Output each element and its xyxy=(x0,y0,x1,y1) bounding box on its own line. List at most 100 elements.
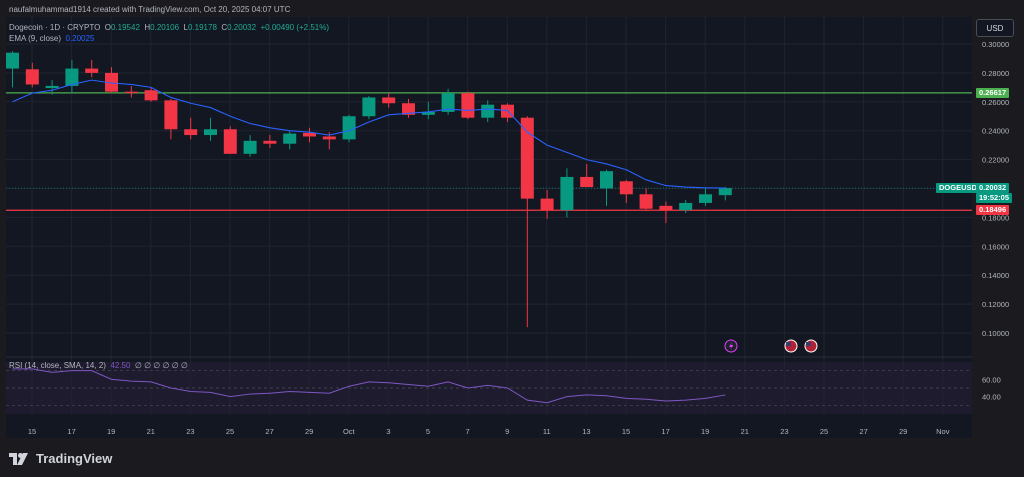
change-value: +0.00490 (+2.51%) xyxy=(260,23,330,32)
close-value: 0.20032 xyxy=(227,23,257,32)
time-tick-label: 19 xyxy=(701,427,709,436)
candle-body-up xyxy=(600,171,613,189)
time-tick-label: 27 xyxy=(859,427,867,436)
tradingview-logo-text: TradingView xyxy=(36,451,113,466)
ema-label: EMA (9, close) xyxy=(9,34,62,43)
candle-body-up xyxy=(699,194,712,203)
time-tick-label: 5 xyxy=(426,427,430,436)
close-label: C xyxy=(221,23,228,32)
rsi-tick-label: 60.00 xyxy=(982,375,1001,384)
countdown-tag: 19:52:05 xyxy=(976,193,1013,203)
candle-body-down xyxy=(639,194,653,209)
low-label: L xyxy=(183,23,188,32)
time-tick-label: 25 xyxy=(226,427,234,436)
us-flag-canton-icon xyxy=(786,342,791,346)
candle-body-down xyxy=(105,72,118,92)
time-tick-label: 3 xyxy=(386,427,390,436)
candle-body-down xyxy=(144,90,158,101)
high-value: 0.20106 xyxy=(150,23,180,32)
high-label: H xyxy=(144,23,151,32)
time-tick-label: Nov xyxy=(936,427,950,436)
credit-line: naufalmuhammad1914 created with TradingV… xyxy=(9,5,291,14)
candle-body-up xyxy=(283,133,297,144)
time-tick-label: 21 xyxy=(741,427,749,436)
candle-body-down xyxy=(322,136,336,140)
candle-body-down xyxy=(164,100,178,130)
symbol-line: Dogecoin · 1D · CRYPTO xyxy=(9,23,101,32)
price-tick-label: 0.14000 xyxy=(982,271,1009,280)
ema-line xyxy=(12,79,726,189)
ema-polyline xyxy=(12,79,726,189)
candle-body-down xyxy=(619,181,633,195)
time-tick-label: 15 xyxy=(622,427,630,436)
rsi-legend[interactable]: RSI (14, close, SMA, 14, 2) 42.50 ∅ ∅ ∅ … xyxy=(9,361,188,370)
time-tick-label: 17 xyxy=(661,427,669,436)
price-tick-label: 0.12000 xyxy=(982,300,1009,309)
candle-body-down xyxy=(659,205,673,211)
open-label: O xyxy=(104,23,111,32)
price-tick-label: 0.16000 xyxy=(982,242,1009,251)
price-tag: 0.20032 xyxy=(976,183,1010,193)
candle-body-down xyxy=(85,68,99,73)
price-tick-label: 0.30000 xyxy=(982,40,1009,49)
time-tick-label: 29 xyxy=(305,427,313,436)
price-tick-label: 0.10000 xyxy=(982,329,1009,338)
time-tick-label: Oct xyxy=(343,427,356,436)
time-tick-label: 29 xyxy=(899,427,907,436)
ema-legend[interactable]: EMA (9, close) 0.20025 xyxy=(9,34,94,43)
price-tick-label: 0.26000 xyxy=(982,98,1009,107)
rsi-pane: 60.00 40.00 xyxy=(6,368,1001,406)
tradingview-logo: TradingView xyxy=(9,451,112,466)
open-value: 0.19542 xyxy=(110,23,140,32)
candle-body-up xyxy=(421,111,435,115)
support-resistance-lines[interactable] xyxy=(6,92,972,211)
price-tick-label: 0.24000 xyxy=(982,127,1009,136)
candles[interactable] xyxy=(6,51,732,328)
candle-body-up xyxy=(718,188,732,196)
candle-body-down xyxy=(382,97,396,104)
candle-body-up xyxy=(6,52,19,69)
candle-body-up xyxy=(560,176,574,211)
ohlc-legend: Dogecoin · 1D · CRYPTO O0.19542 H0.20106… xyxy=(9,23,329,32)
rsi-tick-label: 40.00 xyxy=(982,393,1001,402)
candle-body-down xyxy=(540,198,554,211)
ema-value: 0.20025 xyxy=(65,34,95,43)
us-flag-canton-icon-2 xyxy=(806,342,811,346)
support-price-tag: 0.18496 xyxy=(976,205,1010,215)
time-tick-label: 25 xyxy=(820,427,828,436)
time-tick-label: 19 xyxy=(107,427,115,436)
candle-body-up xyxy=(342,116,356,140)
candle-body-up xyxy=(362,97,376,117)
time-tick-label: 23 xyxy=(780,427,788,436)
rsi-placeholders: ∅ ∅ ∅ ∅ ∅ ∅ xyxy=(134,361,188,370)
time-tick-label: 13 xyxy=(582,427,590,436)
tradingview-logo-icon xyxy=(9,452,28,465)
currency-button[interactable]: USD xyxy=(976,19,1014,37)
candle-body-down xyxy=(124,91,138,94)
symbol-tag: DOGEUSD xyxy=(936,183,980,193)
price-tick-label: 0.18000 xyxy=(982,213,1009,222)
time-tick-label: 27 xyxy=(265,427,273,436)
candle-body-up xyxy=(45,85,59,89)
candle-body-up xyxy=(441,93,455,112)
candle-body-down xyxy=(303,132,316,137)
price-tick-label: 0.22000 xyxy=(982,156,1009,165)
candle-body-down xyxy=(263,140,277,144)
low-value: 0.19178 xyxy=(187,23,217,32)
rsi-value: 42.50 xyxy=(110,361,131,370)
lightning-glyph-icon xyxy=(729,342,734,350)
candle-body-down xyxy=(461,93,475,118)
time-tick-label: 17 xyxy=(67,427,75,436)
candle-body-down xyxy=(402,103,415,115)
time-tick-label: 11 xyxy=(543,427,551,436)
candle-body-up xyxy=(65,68,79,86)
time-tick-label: 15 xyxy=(28,427,36,436)
time-axis: 15 17 19 21 23 25 27 29 Oct 3 5 7 9 11 13 15 17 19 21 23 25 2… xyxy=(28,427,950,436)
event-icons[interactable] xyxy=(724,339,818,353)
candle-body-up xyxy=(204,129,217,136)
candle-body-down xyxy=(184,129,198,136)
candle-body-up xyxy=(243,140,257,154)
candle-body-down xyxy=(520,117,534,199)
